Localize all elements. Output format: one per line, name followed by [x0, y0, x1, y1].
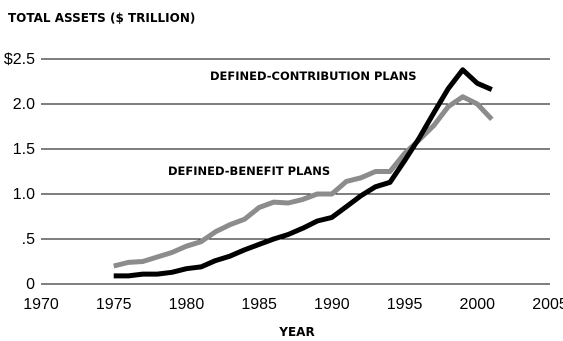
x-axis-title: YEAR — [278, 325, 314, 339]
x-tick-label: 1970 — [23, 296, 59, 313]
x-tick-label: 1995 — [387, 296, 423, 313]
x-tick-label: 1975 — [96, 296, 132, 313]
y-axis-tick-labels: 0 .5 1.0 1.5 2.0 $2.5 — [4, 51, 35, 293]
y-tick-label: .5 — [22, 231, 35, 248]
defined-benefit-line — [113, 94, 494, 269]
gridlines — [41, 58, 550, 285]
y-tick-label: 2.0 — [13, 96, 35, 113]
x-tick-label: 1980 — [169, 296, 205, 313]
defined-benefit-label: DEFINED-BENEFIT PLANS — [168, 164, 330, 178]
chart-title: TOTAL ASSETS ($ TRILLION) — [8, 11, 195, 25]
x-tick-label: 2005 — [532, 296, 563, 313]
x-tick-label: 2000 — [459, 296, 495, 313]
y-tick-label: 1.5 — [13, 141, 35, 158]
defined-contribution-label: DEFINED-CONTRIBUTION PLANS — [210, 69, 417, 83]
series-annotations: DEFINED-CONTRIBUTION PLANS DEFINED-BENEFI… — [168, 69, 417, 178]
y-tick-label: 1.0 — [13, 186, 35, 203]
x-tick-label: 1985 — [241, 296, 277, 313]
defined-contribution-line — [113, 67, 493, 279]
x-tick-label: 1990 — [314, 296, 350, 313]
y-tick-label: $2.5 — [4, 51, 35, 68]
x-axis-tick-labels: 1970 1975 1980 1985 1990 1995 2000 2005 — [23, 296, 563, 313]
series-lines — [113, 67, 494, 279]
y-tick-label: 0 — [26, 276, 35, 293]
